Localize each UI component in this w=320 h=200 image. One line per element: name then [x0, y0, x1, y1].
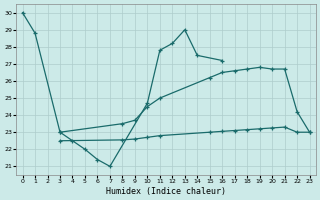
X-axis label: Humidex (Indice chaleur): Humidex (Indice chaleur): [106, 187, 226, 196]
